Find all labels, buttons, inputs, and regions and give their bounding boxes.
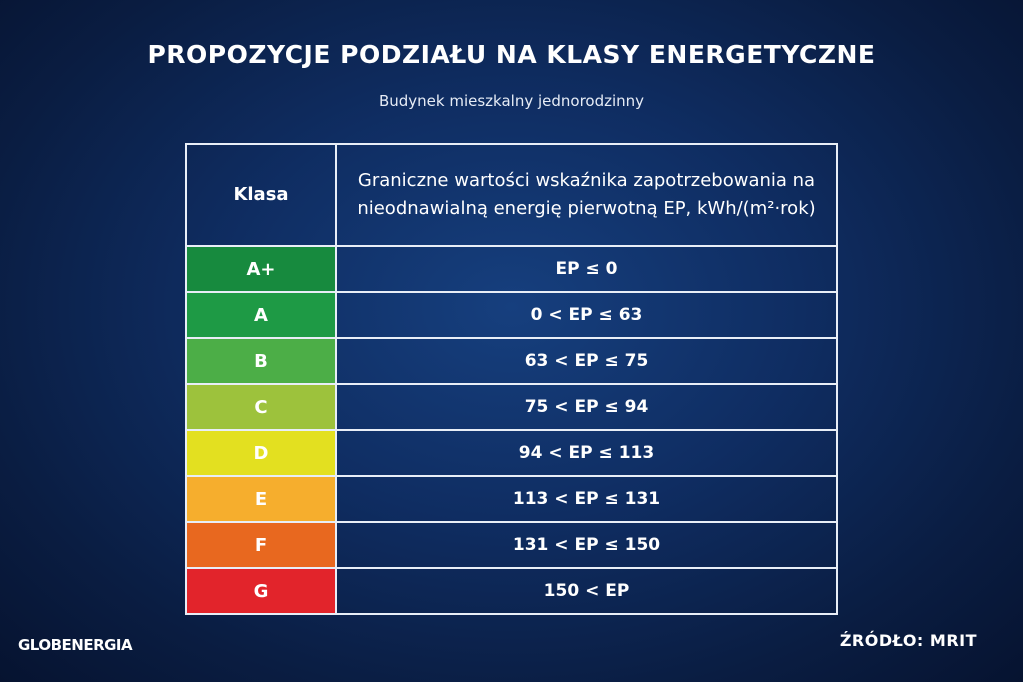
table-row: E 113 < EP ≤ 131 bbox=[185, 475, 838, 523]
source-label: ŹRÓDŁO: MRIT bbox=[839, 631, 977, 650]
table-row: G 150 < EP bbox=[185, 567, 838, 615]
energy-class-cell: C bbox=[185, 383, 337, 431]
header-class: Klasa bbox=[185, 143, 337, 247]
energy-class-cell: F bbox=[185, 521, 337, 569]
ep-range-cell: 75 < EP ≤ 94 bbox=[335, 383, 838, 431]
energy-class-cell: B bbox=[185, 337, 337, 385]
ep-range-cell: 63 < EP ≤ 75 bbox=[335, 337, 838, 385]
ep-range-cell: 94 < EP ≤ 113 bbox=[335, 429, 838, 477]
table-row: C 75 < EP ≤ 94 bbox=[185, 383, 838, 431]
energy-class-cell: G bbox=[185, 567, 337, 615]
ep-range-cell: 0 < EP ≤ 63 bbox=[335, 291, 838, 339]
ep-range-cell: 113 < EP ≤ 131 bbox=[335, 475, 838, 523]
ep-range-cell: 131 < EP ≤ 150 bbox=[335, 521, 838, 569]
header-ep-range: Graniczne wartości wskaźnika zapotrzebow… bbox=[335, 143, 838, 247]
table-row: D 94 < EP ≤ 113 bbox=[185, 429, 838, 477]
energy-class-cell: A+ bbox=[185, 245, 337, 293]
energy-class-cell: D bbox=[185, 429, 337, 477]
energy-class-table: Klasa Graniczne wartości wskaźnika zapot… bbox=[185, 143, 838, 615]
energy-class-cell: A bbox=[185, 291, 337, 339]
table-row: B 63 < EP ≤ 75 bbox=[185, 337, 838, 385]
energy-class-cell: E bbox=[185, 475, 337, 523]
table-row: F 131 < EP ≤ 150 bbox=[185, 521, 838, 569]
ep-range-cell: EP ≤ 0 bbox=[335, 245, 838, 293]
ep-range-cell: 150 < EP bbox=[335, 567, 838, 615]
table-header-row: Klasa Graniczne wartości wskaźnika zapot… bbox=[185, 143, 838, 247]
page-title: PROPOZYCJE PODZIAŁU NA KLASY ENERGETYCZN… bbox=[147, 40, 876, 69]
globenergia-logo: GLOBENERGIA bbox=[18, 636, 133, 654]
table-row: A+ EP ≤ 0 bbox=[185, 245, 838, 293]
page-subtitle: Budynek mieszkalny jednorodzinny bbox=[378, 92, 645, 110]
